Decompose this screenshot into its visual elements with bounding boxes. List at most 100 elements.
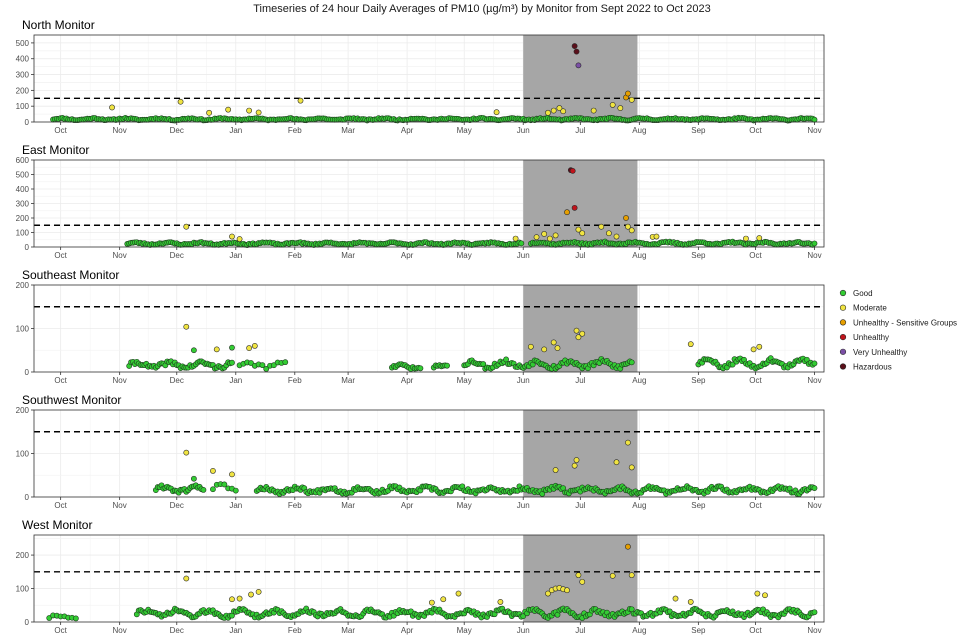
x-tick-label: Jun <box>517 626 530 635</box>
legend-label: Moderate <box>853 304 887 313</box>
data-point-moderate <box>229 233 235 240</box>
x-tick-label: May <box>457 501 472 510</box>
y-tick-label: 600 <box>16 156 30 165</box>
x-tick-label: Apr <box>401 626 414 635</box>
data-point-moderate <box>440 596 447 603</box>
x-tick-label: Feb <box>288 376 302 385</box>
data-point-moderate <box>183 323 190 330</box>
x-tick-label: Mar <box>341 126 355 135</box>
data-point-moderate <box>206 109 213 116</box>
data-point-moderate <box>556 105 563 111</box>
data-point-moderate <box>527 343 534 350</box>
x-tick-label: Nov <box>807 126 821 135</box>
y-tick-label: 200 <box>16 551 30 560</box>
data-point-moderate <box>653 233 660 240</box>
data-point-moderate <box>628 464 635 471</box>
x-tick-label: Apr <box>401 501 414 510</box>
panel-4: 0 100 200 Oct Nov Dec Jan Feb Mar Apr May Jun Jul Aug… <box>16 393 825 510</box>
data-point-moderate <box>541 231 548 237</box>
legend-label: Good <box>853 289 873 298</box>
x-tick-label: Apr <box>401 126 414 135</box>
x-tick-label: Jun <box>517 376 530 385</box>
data-point-moderate <box>236 236 243 242</box>
data-points <box>46 543 818 622</box>
data-point-moderate <box>609 572 616 579</box>
data-point-moderate <box>613 233 620 240</box>
data-point-moderate <box>756 235 763 241</box>
y-tick-label: 500 <box>16 171 30 180</box>
panel-1: 0 100 200 300 400 500 Oct Nov Dec Jan Feb Mar Apr May… <box>16 18 825 135</box>
data-point-moderate <box>246 107 253 114</box>
data-point-moderate <box>183 223 190 230</box>
y-tick-label: 500 <box>16 39 30 48</box>
data-point-good <box>518 240 525 247</box>
y-tick-label: 300 <box>16 71 30 80</box>
data-point-unhealthy <box>569 167 576 174</box>
data-point-moderate <box>598 223 605 230</box>
y-tick-label: 100 <box>16 229 30 238</box>
x-tick-label: Apr <box>401 251 414 260</box>
x-tick-label: Dec <box>170 626 184 635</box>
panel-title: Southwest Monitor <box>22 393 121 407</box>
data-point-moderate <box>754 590 761 597</box>
panel-3: 0 100 200 Oct Nov Dec Jan Feb Mar Apr May Jun Jul Aug… <box>16 268 825 385</box>
legend-marker <box>839 304 847 311</box>
x-tick-label: May <box>457 251 472 260</box>
y-tick-label: 200 <box>16 406 30 415</box>
data-point-moderate <box>575 334 582 341</box>
data-point-moderate <box>579 578 586 585</box>
data-point-moderate <box>750 346 757 353</box>
data-point-moderate <box>493 109 500 116</box>
data-point-moderate <box>579 330 586 337</box>
x-tick-label: Nov <box>113 501 127 510</box>
data-point-moderate <box>575 572 582 579</box>
x-tick-label: Mar <box>341 376 355 385</box>
x-tick-label: Dec <box>170 251 184 260</box>
y-tick-label: 100 <box>16 325 30 334</box>
x-tick-label: Nov <box>807 251 821 260</box>
data-point-moderate <box>225 106 232 113</box>
data-point-hazardous <box>573 48 580 55</box>
panel-background <box>34 35 824 122</box>
data-point-moderate <box>590 107 597 114</box>
x-tick-label: Nov <box>807 501 821 510</box>
data-point-moderate <box>579 230 586 237</box>
data-point-moderate <box>550 339 557 346</box>
data-point-moderate <box>672 595 679 602</box>
chart-title: Timeseries of 24 hour Daily Averages of … <box>253 3 711 15</box>
x-tick-label: Aug <box>632 626 646 635</box>
data-point-moderate <box>743 235 749 242</box>
x-tick-label: Aug <box>632 501 646 510</box>
data-point-moderate <box>255 109 262 116</box>
data-point-good <box>811 609 818 616</box>
shaded-period <box>523 285 638 372</box>
data-point-moderate <box>617 105 624 111</box>
x-tick-label: Jan <box>229 126 242 135</box>
data-point-good <box>232 487 239 494</box>
data-point-moderate <box>605 230 612 237</box>
data-point-good <box>444 362 450 369</box>
x-tick-label: Nov <box>807 376 821 385</box>
x-tick-label: Feb <box>288 501 302 510</box>
y-tick-label: 200 <box>16 214 30 223</box>
x-tick-label: Jun <box>517 126 530 135</box>
x-tick-label: Sep <box>691 376 706 385</box>
data-point-moderate <box>455 590 462 597</box>
x-tick-label: Nov <box>113 376 127 385</box>
data-point-good <box>263 366 270 372</box>
data-point-moderate <box>545 109 551 116</box>
data-point-good <box>729 361 736 368</box>
panels: 0 100 200 300 400 500 Oct Nov Dec Jan Feb Mar Apr May… <box>16 18 825 635</box>
data-point-moderate <box>554 345 561 351</box>
y-tick-label: 0 <box>25 493 30 502</box>
data-point-good <box>72 615 79 622</box>
data-point-good <box>229 344 235 351</box>
x-tick-label: Oct <box>749 501 762 510</box>
data-point-unhealthy-sensitive-groups <box>623 215 629 221</box>
y-tick-label: 0 <box>25 243 30 252</box>
data-point-good <box>229 359 235 366</box>
data-point-very-unhealthy <box>575 62 582 69</box>
data-point-moderate <box>210 467 216 474</box>
